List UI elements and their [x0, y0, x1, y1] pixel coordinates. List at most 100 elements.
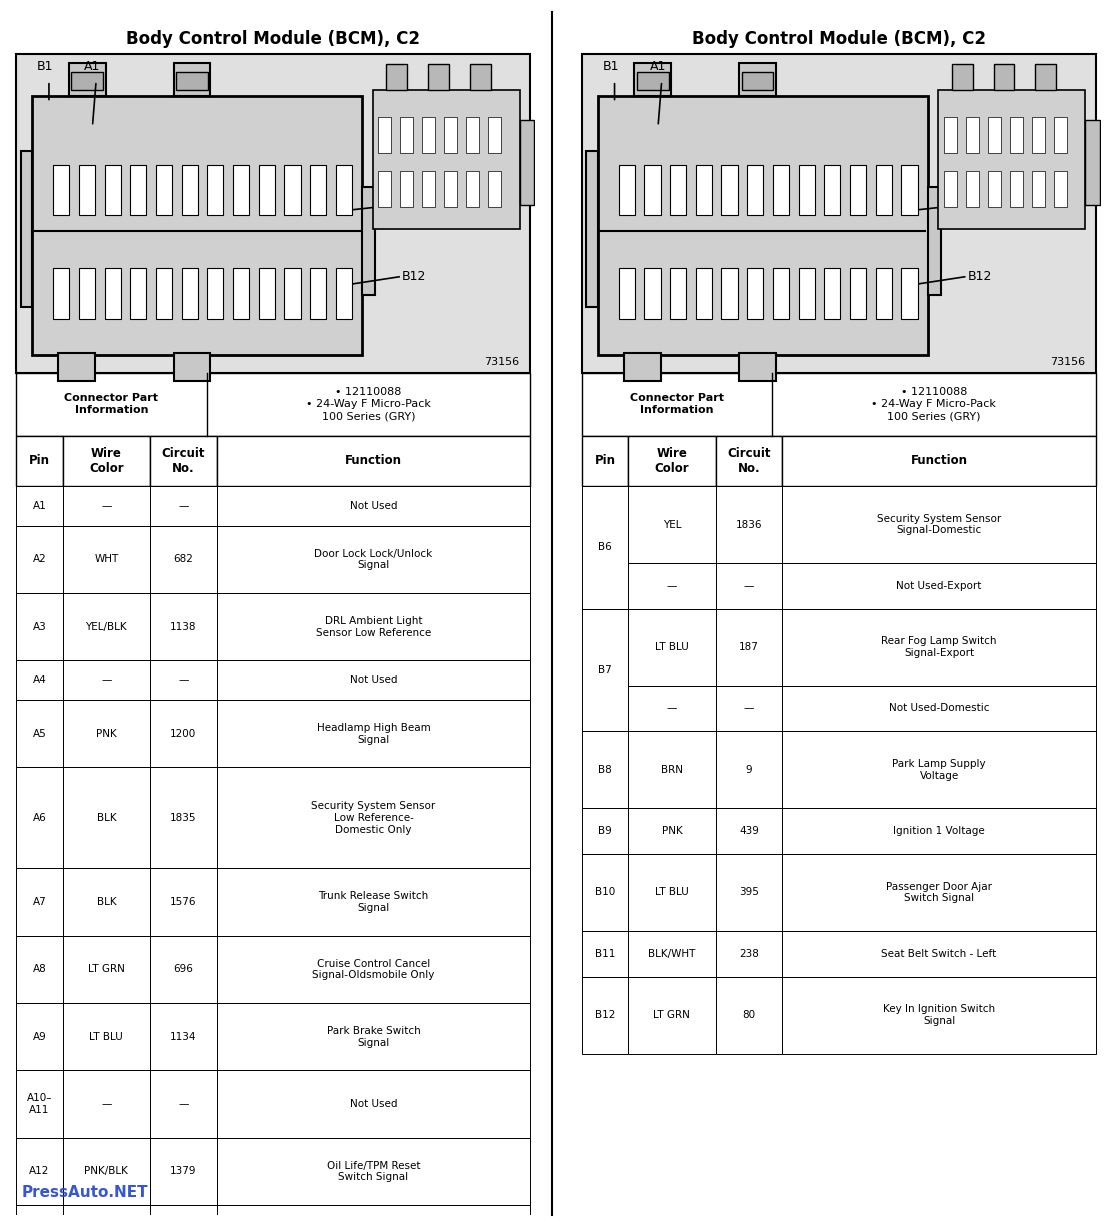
- Bar: [17, 767, 63, 869]
- Bar: [181, 164, 198, 216]
- Bar: [773, 269, 790, 319]
- Bar: [928, 187, 941, 294]
- Bar: [150, 1070, 217, 1137]
- Text: • 12110088
• 24-Way F Micro-Pack
100 Series (GRY): • 12110088 • 24-Way F Micro-Pack 100 Ser…: [871, 387, 997, 422]
- Text: B8: B8: [598, 764, 612, 774]
- Text: A12: A12: [29, 1167, 49, 1177]
- Bar: [783, 686, 1095, 731]
- Text: A8: A8: [32, 964, 46, 974]
- Bar: [582, 486, 628, 609]
- Text: BRN: BRN: [661, 764, 683, 774]
- Bar: [520, 120, 534, 205]
- Bar: [217, 1205, 530, 1227]
- Text: B6: B6: [598, 542, 612, 552]
- Bar: [217, 936, 530, 1004]
- Bar: [618, 164, 635, 216]
- Bar: [63, 660, 150, 701]
- Text: YEL/BLK: YEL/BLK: [85, 622, 128, 632]
- Bar: [17, 593, 63, 660]
- Bar: [17, 1137, 63, 1205]
- Bar: [628, 486, 716, 563]
- Bar: [739, 63, 776, 97]
- Bar: [944, 117, 956, 153]
- Bar: [965, 171, 979, 207]
- Bar: [1032, 117, 1045, 153]
- Text: —: —: [178, 1099, 188, 1109]
- Bar: [716, 436, 783, 486]
- Bar: [17, 869, 63, 936]
- Text: —: —: [666, 580, 678, 591]
- Bar: [783, 809, 1095, 854]
- Bar: [422, 117, 436, 153]
- Bar: [78, 164, 95, 216]
- Bar: [104, 269, 121, 319]
- Bar: [150, 1205, 217, 1227]
- Bar: [17, 436, 63, 486]
- Bar: [336, 269, 352, 319]
- Bar: [586, 151, 598, 307]
- Bar: [747, 164, 764, 216]
- Bar: [716, 731, 783, 809]
- Bar: [582, 731, 628, 809]
- Bar: [422, 171, 436, 207]
- Bar: [466, 117, 479, 153]
- Bar: [217, 1137, 530, 1205]
- Bar: [63, 1205, 150, 1227]
- Text: —: —: [101, 675, 112, 685]
- Bar: [63, 486, 150, 525]
- Bar: [783, 486, 1095, 563]
- Bar: [628, 609, 716, 686]
- Bar: [373, 91, 520, 228]
- Text: Function: Function: [345, 454, 402, 467]
- Text: Not Used: Not Used: [349, 1099, 398, 1109]
- Bar: [1054, 117, 1067, 153]
- Bar: [150, 767, 217, 869]
- Bar: [150, 1137, 217, 1205]
- Text: —: —: [101, 501, 112, 510]
- Bar: [783, 977, 1095, 1054]
- Bar: [876, 164, 892, 216]
- Bar: [1054, 171, 1067, 207]
- Text: 1836: 1836: [736, 519, 763, 530]
- Text: 73156: 73156: [1051, 357, 1085, 367]
- Text: B10: B10: [595, 887, 615, 897]
- Bar: [582, 54, 1095, 373]
- Bar: [130, 269, 147, 319]
- Bar: [310, 269, 326, 319]
- Bar: [696, 164, 712, 216]
- Text: A3: A3: [32, 622, 46, 632]
- Bar: [445, 117, 457, 153]
- Bar: [63, 1004, 150, 1070]
- Text: A1: A1: [84, 60, 101, 72]
- Bar: [336, 164, 352, 216]
- Bar: [582, 854, 628, 931]
- Text: LT BLU: LT BLU: [655, 642, 689, 653]
- Text: 395: 395: [739, 887, 759, 897]
- Text: Body Control Module (BCM), C2: Body Control Module (BCM), C2: [692, 31, 986, 48]
- Bar: [739, 352, 776, 382]
- Bar: [207, 269, 224, 319]
- Bar: [721, 164, 738, 216]
- Bar: [428, 64, 449, 91]
- Bar: [716, 609, 783, 686]
- Bar: [952, 64, 972, 91]
- Text: Not Used-Export: Not Used-Export: [896, 580, 982, 591]
- Bar: [72, 72, 103, 91]
- Text: B12: B12: [595, 1010, 615, 1020]
- Bar: [150, 1004, 217, 1070]
- Bar: [721, 269, 738, 319]
- Text: Not Used: Not Used: [349, 501, 398, 510]
- Bar: [670, 164, 687, 216]
- Bar: [628, 977, 716, 1054]
- Text: Circuit
No.: Circuit No.: [727, 447, 771, 475]
- Text: Pin: Pin: [29, 454, 50, 467]
- Text: B1: B1: [37, 60, 54, 72]
- Text: Park Brake Switch
Signal: Park Brake Switch Signal: [327, 1026, 420, 1048]
- Bar: [1035, 64, 1056, 91]
- Text: Wire
Color: Wire Color: [654, 447, 689, 475]
- Bar: [470, 64, 491, 91]
- Bar: [637, 72, 669, 91]
- Bar: [379, 171, 391, 207]
- Text: Pin: Pin: [595, 454, 616, 467]
- Text: Function: Function: [911, 454, 968, 467]
